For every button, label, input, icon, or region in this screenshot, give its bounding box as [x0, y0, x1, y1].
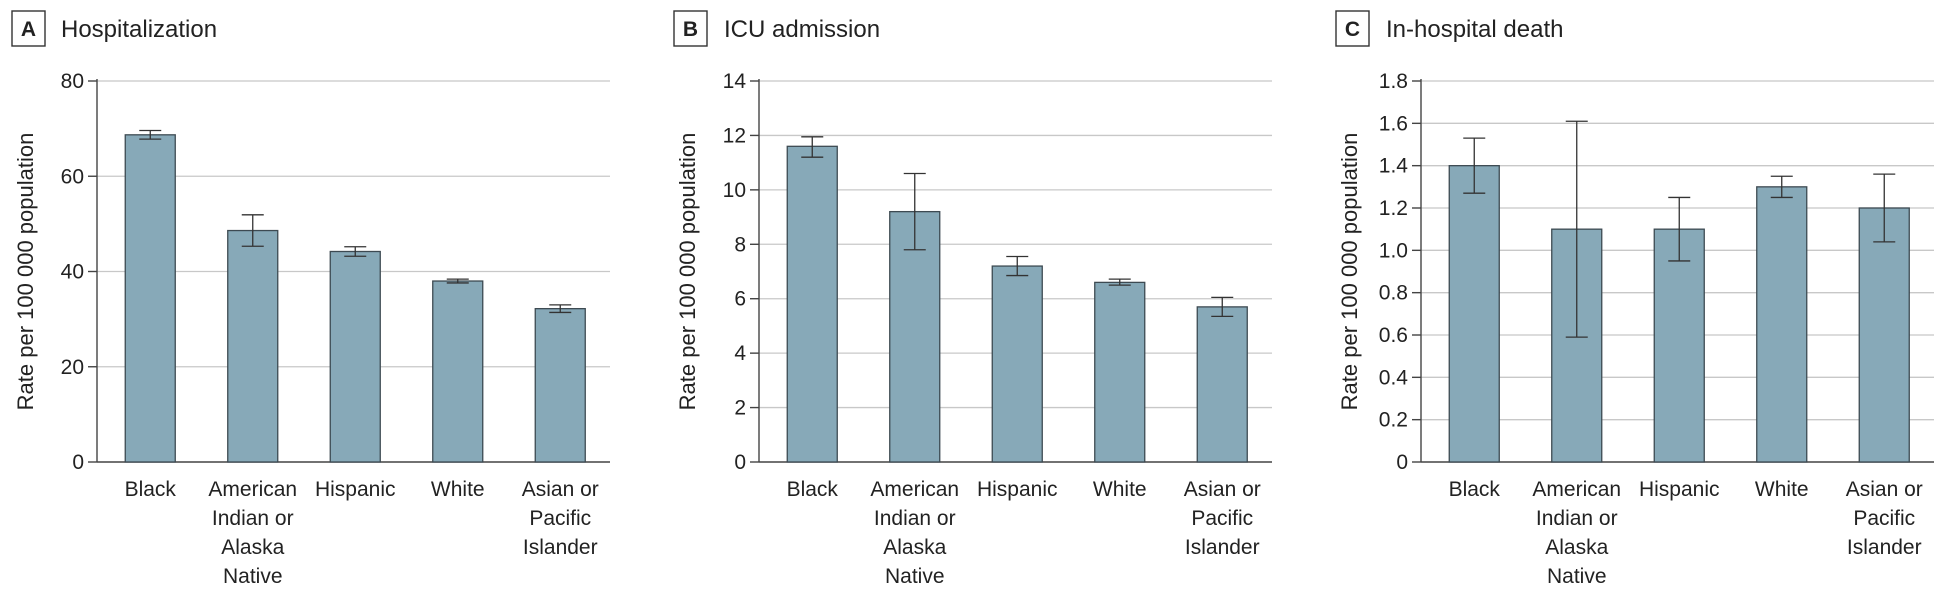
- y-axis-title: Rate per 100 000 population: [13, 133, 38, 411]
- y-tick-label: 60: [61, 165, 84, 188]
- y-tick-label: 1.6: [1379, 112, 1408, 135]
- bar: [1094, 281, 1146, 463]
- y-tick-label: 0.8: [1379, 282, 1408, 305]
- bar: [227, 229, 279, 463]
- category-label: Black: [1449, 478, 1501, 501]
- panel-a-plot: 0 20 40 60 80 Rate per 100 000 population Blac…: [13, 70, 610, 588]
- bar: [329, 250, 381, 463]
- panel-c-title: In-hospital death: [1386, 16, 1563, 43]
- bar: [1653, 228, 1705, 463]
- bar: [786, 145, 838, 463]
- y-tick-label: 20: [61, 356, 84, 379]
- bar: [889, 210, 941, 463]
- bar: [1858, 207, 1910, 463]
- panel-a-letter-box: [11, 10, 46, 47]
- category-label: Hispanic: [977, 478, 1058, 501]
- bar: [991, 265, 1043, 463]
- panel-b-letter: B: [683, 18, 698, 41]
- y-tick-label: 4: [734, 342, 746, 365]
- y-tick-label: 1.2: [1379, 197, 1408, 220]
- y-axis-title: Rate per 100 000 population: [675, 133, 700, 411]
- panel-b-letter-box: [673, 10, 708, 47]
- y-tick-label: 14: [723, 70, 747, 93]
- panel-c: C In-hospital death 0 0.2 0.4 0.6 0.8 1.0 1.2 1…: [1335, 10, 1934, 588]
- category-label: American Indian or Alaska Native: [208, 478, 297, 588]
- panel-c-plot: 0 0.2 0.4 0.6 0.8 1.0 1.2 1.4 1.6 1.8 Rate per 100…: [1337, 70, 1934, 588]
- category-label: White: [1093, 478, 1147, 501]
- y-tick-label: 8: [734, 233, 746, 256]
- category-label: Asian or Pacific Islander: [1184, 478, 1261, 559]
- y-tick-label: 0: [1396, 451, 1408, 474]
- y-tick-label: 12: [723, 124, 746, 147]
- bar: [1196, 306, 1248, 463]
- panel-b-plot: 0 2 4 6 8 10 12 14 Rate per 100 000 population Bl…: [675, 70, 1272, 588]
- bar: [1448, 165, 1500, 463]
- category-label: Black: [125, 478, 177, 501]
- panel-a-title: Hospitalization: [61, 16, 217, 43]
- y-tick-label: 40: [61, 261, 84, 284]
- category-label: American Indian or Alaska Native: [1532, 478, 1621, 588]
- y-tick-label: 10: [723, 179, 746, 202]
- y-tick-label: 1.4: [1379, 155, 1409, 178]
- y-tick-label: 0.4: [1379, 366, 1409, 389]
- y-tick-label: 1.0: [1379, 239, 1408, 262]
- category-label: White: [1755, 478, 1809, 501]
- panel-a: A Hospitalization 0 20 40 60 80 Rate per 100 …: [11, 10, 610, 588]
- y-tick-label: 0: [72, 451, 84, 474]
- y-tick-label: 1.8: [1379, 70, 1408, 93]
- y-tick-label: 6: [734, 288, 746, 311]
- bar: [124, 134, 176, 463]
- category-label: Black: [787, 478, 839, 501]
- category-label: Asian or Pacific Islander: [522, 478, 599, 559]
- category-label: Hispanic: [315, 478, 396, 501]
- panel-c-letter: C: [1345, 18, 1360, 41]
- category-label: American Indian or Alaska Native: [870, 478, 959, 588]
- bar: [432, 280, 484, 463]
- y-tick-label: 0.2: [1379, 409, 1408, 432]
- category-label: Hispanic: [1639, 478, 1720, 501]
- panel-b: B ICU admission 0 2 4 6 8 10 12 14 Rate per 100 …: [673, 10, 1272, 588]
- y-tick-label: 80: [61, 70, 84, 93]
- panel-b-title: ICU admission: [724, 16, 880, 43]
- category-label: White: [431, 478, 485, 501]
- category-label: Asian or Pacific Islander: [1846, 478, 1923, 559]
- bar: [1756, 186, 1808, 463]
- bar: [534, 307, 586, 463]
- y-tick-label: 2: [734, 397, 746, 420]
- panel-c-letter-box: [1335, 10, 1370, 47]
- y-axis-title: Rate per 100 000 population: [1337, 133, 1362, 411]
- panel-a-letter: A: [21, 18, 36, 41]
- y-tick-label: 0.6: [1379, 324, 1408, 347]
- y-tick-label: 0: [734, 451, 746, 474]
